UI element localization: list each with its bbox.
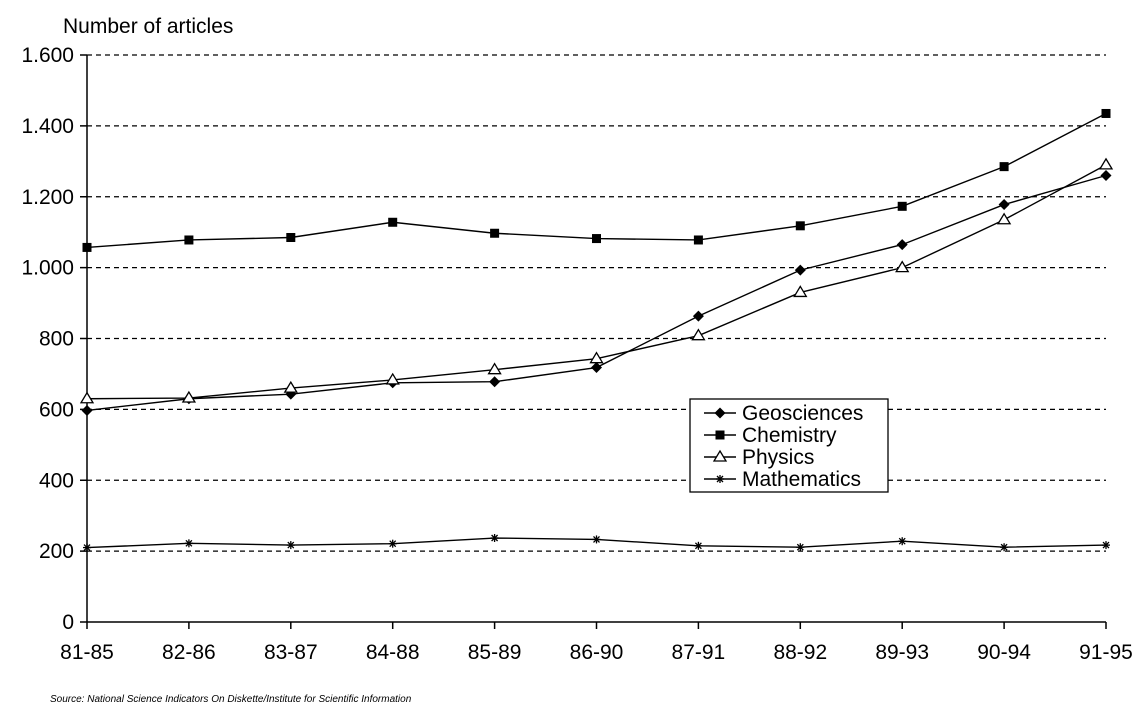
x-tick-label-4: 85-89 — [468, 641, 522, 664]
point-mathematics-8 — [898, 537, 907, 546]
point-mathematics-1 — [184, 539, 193, 548]
x-tick-label-9: 90-94 — [977, 641, 1031, 664]
x-tick-label-5: 86-90 — [570, 641, 624, 664]
point-chemistry-7 — [795, 221, 805, 231]
point-mathematics-5 — [592, 535, 601, 544]
point-physics-9 — [996, 212, 1012, 225]
point-mathematics-7 — [796, 543, 805, 552]
legend-label-geosciences: Geosciences — [742, 402, 863, 425]
legend-label-chemistry: Chemistry — [742, 424, 837, 447]
x-tick-label-1: 82-86 — [162, 641, 216, 664]
series-lines — [79, 108, 1114, 552]
point-chemistry-2 — [286, 233, 296, 243]
y-tick-label-3: 600 — [39, 398, 74, 421]
point-mathematics-6 — [694, 541, 703, 550]
point-mathematics-9 — [1000, 543, 1009, 552]
point-physics-6 — [691, 328, 706, 341]
point-physics-8 — [895, 260, 910, 273]
y-axis-ticks: 0 200 400 600 800 1.000 1.200 1.400 1.600 — [21, 44, 87, 634]
legend-marker-mathematics — [716, 475, 724, 483]
x-tick-label-3: 84-88 — [366, 641, 420, 664]
source-note: Source: National Science Indicators On D… — [50, 694, 412, 705]
legend-label-physics: Physics — [742, 446, 814, 469]
point-mathematics-4 — [490, 534, 499, 543]
point-physics-10 — [1098, 157, 1114, 170]
point-chemistry-5 — [592, 234, 601, 244]
x-axis-ticks: 81-85 82-86 83-87 84-88 85-89 86-90 87-91 88-92… — [60, 622, 1133, 664]
point-physics-5 — [589, 351, 604, 364]
x-tick-label-7: 88-92 — [773, 641, 827, 664]
y-tick-label-8: 1.600 — [21, 44, 74, 67]
point-mathematics-0 — [83, 543, 91, 552]
x-tick-label-8: 89-93 — [875, 641, 929, 664]
legend-label-mathematics: Mathematics — [742, 468, 861, 491]
legend-marker-geosciences — [714, 407, 726, 419]
point-chemistry-4 — [490, 228, 500, 238]
y-tick-label-0: 0 — [62, 611, 74, 634]
x-tick-label-6: 87-91 — [672, 641, 726, 664]
y-tick-label-7: 1.400 — [21, 115, 74, 138]
y-tick-label-6: 1.200 — [21, 186, 74, 209]
point-physics-4 — [487, 362, 502, 375]
x-tick-label-0: 81-85 — [60, 641, 114, 664]
point-geosciences-10 — [1100, 169, 1112, 181]
legend-marker-chemistry — [715, 430, 725, 440]
y-tick-label-5: 1.000 — [21, 257, 74, 280]
point-mathematics-3 — [388, 539, 397, 548]
point-mathematics-2 — [286, 541, 295, 550]
point-chemistry-9 — [999, 162, 1009, 172]
point-geosciences-6 — [692, 310, 704, 322]
point-chemistry-8 — [897, 201, 907, 211]
y-tick-label-2: 400 — [39, 469, 74, 492]
point-geosciences-4 — [489, 376, 501, 388]
series-line-chemistry — [86, 112, 1107, 249]
point-physics-7 — [793, 285, 808, 298]
y-tick-label-4: 800 — [39, 328, 74, 351]
point-chemistry-1 — [184, 235, 194, 245]
legend-marker-physics — [712, 449, 728, 462]
point-geosciences-7 — [794, 264, 806, 276]
point-physics-3 — [385, 372, 400, 385]
point-geosciences-5 — [591, 362, 602, 374]
y-axis-title: Number of articles — [63, 15, 233, 38]
point-chemistry-0 — [82, 242, 92, 252]
point-physics-1 — [181, 390, 197, 403]
point-geosciences-8 — [896, 239, 908, 251]
point-chemistry-10 — [1101, 108, 1111, 118]
point-chemistry-3 — [388, 217, 398, 227]
point-geosciences-9 — [998, 199, 1010, 211]
point-geosciences-0 — [81, 404, 93, 416]
x-tick-label-10: 91-95 — [1079, 641, 1133, 664]
point-chemistry-6 — [693, 235, 703, 245]
point-physics-0 — [79, 391, 95, 404]
y-tick-label-1: 200 — [39, 540, 74, 563]
x-tick-label-2: 83-87 — [264, 641, 318, 664]
point-physics-2 — [283, 380, 298, 393]
point-mathematics-10 — [1102, 541, 1110, 550]
gridlines — [87, 54, 1106, 552]
series-line-geosciences — [86, 174, 1107, 412]
